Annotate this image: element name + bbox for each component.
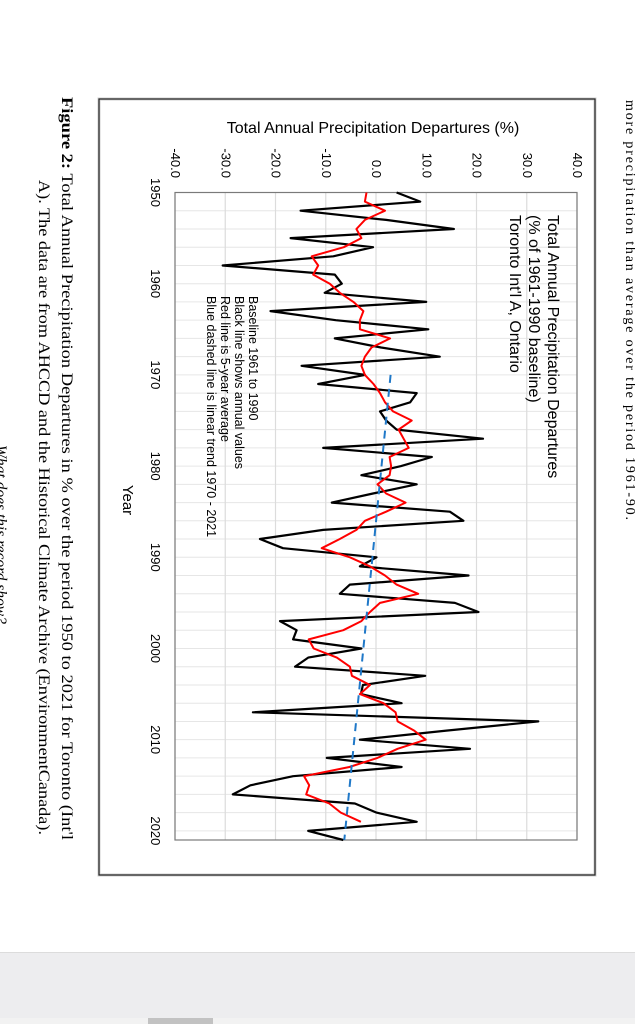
y-tick-label: -40.0 <box>168 148 183 178</box>
chart-title-line-3: Toronto Int'l A, Ontario <box>506 215 523 373</box>
question-text-partial: What does this record show? <box>0 445 9 624</box>
note-black-line: Black line shows annual values <box>232 296 246 469</box>
x-tick-label: 1960 <box>148 269 163 298</box>
tick-labels: -40.0 -30.0 -20.0 -10.0 0.0 10.0 20.0 30.0 40.0 1… <box>148 148 585 845</box>
chart-title-line-1: Total Annual Precipitation Departures <box>544 215 561 478</box>
y-axis-label: Total Annual Precipitation Departures (%… <box>227 120 520 137</box>
linear-trend-line <box>343 374 392 841</box>
rotated-page: more precipitation than average over the… <box>0 97 635 877</box>
figure-caption-line-1: Figure 2: Total Annual Precipitation Dep… <box>58 97 75 840</box>
y-tick-label: 20.0 <box>470 153 485 178</box>
x-tick-label: 2020 <box>148 816 163 845</box>
annual-values-line <box>221 191 540 842</box>
browser-bottom-bar <box>0 952 635 1019</box>
note-blue-line: Blue dashed line is linear trend 1970 - … <box>204 296 218 537</box>
x-tick-label: 2000 <box>148 634 163 663</box>
figure-label: Figure 2: <box>58 97 75 169</box>
note-red-line: Red line is 5-year average <box>218 296 232 442</box>
y-tick-label: -10.0 <box>319 148 334 178</box>
x-tick-label: 1990 <box>148 543 163 572</box>
y-tick-label: 10.0 <box>419 153 434 178</box>
chart-title-line-2: (% of 1961-1990 baseline) <box>525 215 542 403</box>
x-tick-label: 1950 <box>148 178 163 207</box>
y-tick-label: 40.0 <box>570 153 585 178</box>
plot-area <box>174 191 578 841</box>
figure-caption-line-2: A). The data are from AHCCD and the Hist… <box>35 180 52 835</box>
y-tick-label: 30.0 <box>520 153 535 178</box>
note-baseline: Baseline 1961 to 1990 <box>246 296 260 420</box>
caption-text: Total Annual Precipitation Departures in… <box>58 169 75 840</box>
horizontal-scrollbar[interactable] <box>0 1018 635 1024</box>
scrollbar-thumb[interactable] <box>148 1018 213 1024</box>
document-page: more precipitation than average over the… <box>0 97 635 877</box>
top-text-partial: more precipitation than average over the… <box>622 100 635 520</box>
five-year-average-line <box>303 192 427 823</box>
y-tick-label: -30.0 <box>218 148 233 178</box>
x-axis-label: Year <box>119 485 136 515</box>
y-tick-label: 0.0 <box>369 160 384 178</box>
series-group <box>221 191 540 842</box>
x-tick-label: 2010 <box>148 725 163 754</box>
x-tick-label: 1980 <box>148 452 163 481</box>
x-tick-label: 1970 <box>148 360 163 389</box>
chart-frame-border <box>98 98 596 876</box>
y-tick-label: -20.0 <box>269 148 284 178</box>
